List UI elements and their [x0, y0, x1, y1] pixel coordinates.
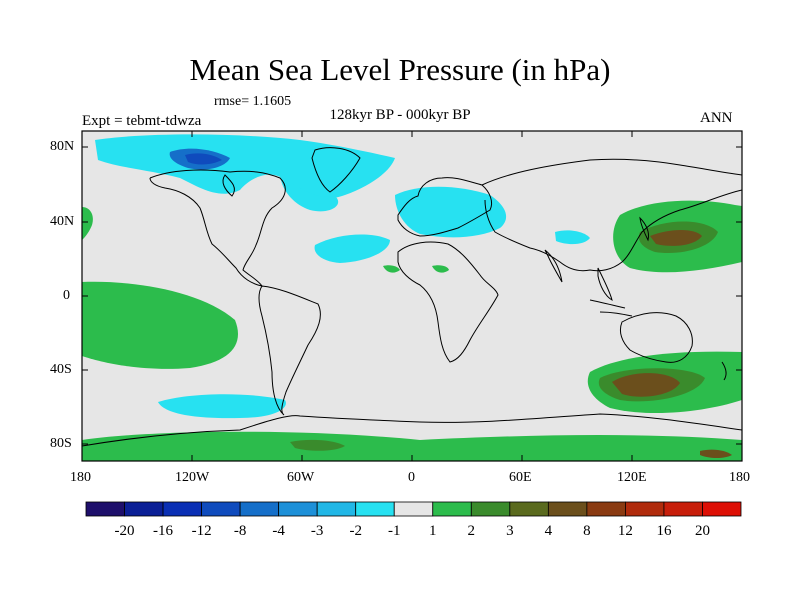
colorbar-swatch — [239, 501, 280, 517]
lat-label-80s: 80S — [50, 436, 72, 451]
europe-coast — [397, 177, 493, 237]
colorbar-tick-label: -2 — [349, 523, 362, 539]
lon-label-120w: 120W — [175, 470, 210, 485]
lon-label-120e: 120E — [617, 470, 647, 485]
colorbar-tick-label: -20 — [114, 523, 135, 539]
lon-label-0: 0 — [408, 470, 415, 485]
southern-ocean-high-region — [82, 431, 742, 461]
period-label: 128kyr BP - 000kyr BP — [329, 107, 471, 123]
coastlines — [81, 147, 743, 447]
colorbar-tick-label: 1 — [429, 523, 437, 539]
chart-title: Mean Sea Level Pressure (in hPa) — [189, 52, 611, 87]
colorbar-tick-label: -1 — [387, 523, 401, 539]
india-coast — [544, 249, 563, 283]
africa-patch — [432, 265, 449, 273]
south-atlantic-low-region — [158, 394, 286, 419]
arctic-low-region — [95, 134, 395, 199]
canada-low-region — [280, 175, 339, 212]
lat-label-40n: 40N — [50, 214, 75, 229]
colorbar-swatch — [432, 501, 472, 517]
colorbar-swatch — [355, 501, 395, 517]
australia-coast — [619, 312, 693, 363]
antarctica-coast — [81, 413, 743, 447]
lat-label-40s: 40S — [50, 362, 72, 377]
lon-label-180w: 180 — [70, 470, 91, 485]
axis-ticks — [82, 131, 742, 461]
europe-low-region — [395, 186, 507, 238]
colorbar-swatch — [509, 501, 549, 517]
negative-anomaly-regions — [95, 134, 590, 446]
colorbar-tick-label: -8 — [233, 523, 247, 539]
colorbar-swatch — [201, 501, 241, 517]
pacific-high-peak — [650, 230, 702, 246]
map-panel — [81, 130, 743, 462]
greenland-coast — [311, 147, 361, 193]
positive-anomaly-regions — [82, 200, 742, 461]
south-america-high-region — [82, 207, 93, 240]
colorbar-swatch — [702, 501, 742, 517]
colorbar-tick-label: 2 — [467, 523, 476, 539]
colorbar-swatch — [124, 501, 164, 517]
south-indian-high-peak — [612, 373, 680, 397]
south-america-coast — [258, 285, 321, 416]
new-zealand-coast — [721, 361, 727, 381]
lon-label-60e: 60E — [509, 470, 532, 485]
colorbar — [85, 501, 742, 517]
hudson-bay-coast — [222, 174, 235, 197]
indonesia-coast — [589, 299, 633, 317]
colorbar-swatch — [663, 501, 703, 517]
north-america-coast — [149, 169, 286, 287]
lon-label-60w: 60W — [287, 470, 315, 485]
colorbar-tick-label: 20 — [694, 523, 710, 539]
asia-low-region — [555, 230, 590, 245]
colorbar-tick-label: -4 — [272, 523, 285, 539]
south-pacific-high-region — [82, 281, 238, 369]
colorbar-swatch — [586, 501, 626, 517]
colorbar-swatch — [470, 501, 511, 517]
colorbar-swatch — [278, 501, 318, 517]
rmse-label: rmse= 1.1605 — [214, 94, 292, 109]
antarctic-high-core — [290, 439, 345, 451]
colorbar-swatch — [316, 501, 357, 517]
colorbar-swatch — [162, 501, 202, 517]
southeast-asia-coast — [597, 267, 613, 302]
season-label: ANN — [700, 110, 733, 126]
colorbar-tick-label: 4 — [544, 523, 553, 539]
colorbar-tick-label: -16 — [153, 523, 174, 539]
colorbar-swatch — [547, 501, 588, 517]
colorbar-swatch — [393, 501, 434, 517]
colorbar-swatch — [85, 501, 125, 517]
colorbar-tick-label: 16 — [656, 523, 672, 539]
atlantic-patch — [383, 265, 400, 273]
colorbar-tick-label: 12 — [617, 523, 633, 539]
africa-coast — [397, 241, 499, 363]
atlantic-low-region — [314, 234, 390, 263]
arctic-deep-core-region — [185, 153, 222, 165]
experiment-label: Expt = tebmt-tdwza — [82, 113, 202, 129]
lat-label-80n: 80N — [50, 139, 75, 154]
lon-label-180e: 180 — [729, 470, 750, 485]
asia-coast — [481, 158, 743, 272]
lat-label-0: 0 — [63, 288, 70, 303]
colorbar-tick-label: -12 — [191, 523, 212, 539]
antarctic-peak-patch — [700, 449, 732, 458]
colorbar-tick-label: 8 — [583, 523, 591, 539]
japan-coast — [639, 216, 649, 242]
colorbar-tick-label: 3 — [506, 523, 514, 539]
colorbar-swatch — [625, 501, 665, 517]
colorbar-tick-label: -3 — [310, 523, 324, 539]
